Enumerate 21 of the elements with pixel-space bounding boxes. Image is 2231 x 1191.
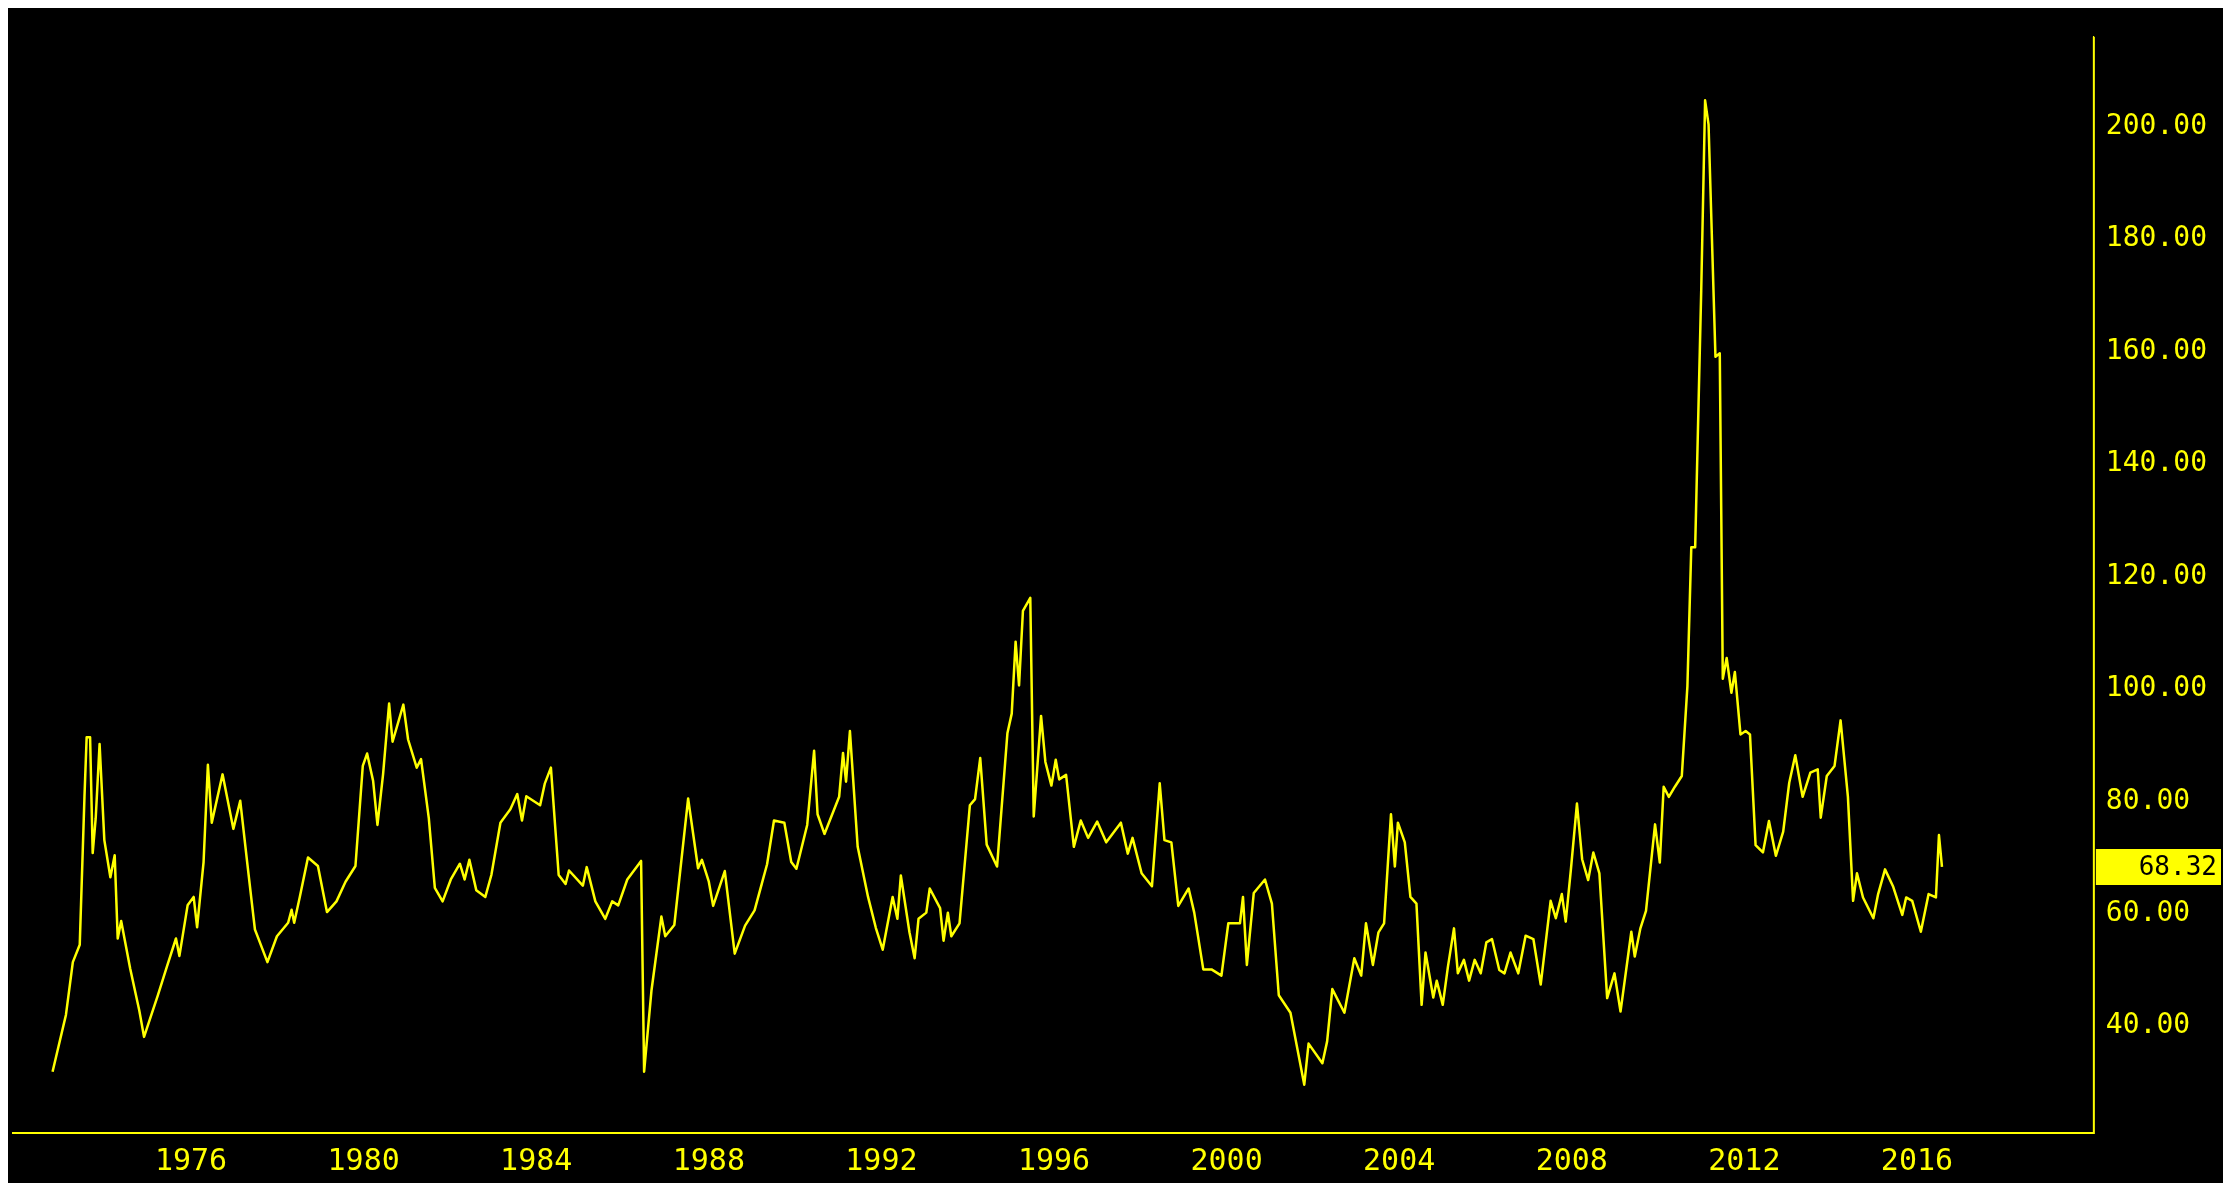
y-tick-label: 180.00 [2105,220,2208,254]
x-tick-label: 1984 [500,1141,573,1177]
x-tick-label: 1992 [845,1141,918,1177]
x-tick-label: 1980 [327,1141,400,1177]
x-tick-label: 2004 [1363,1141,1436,1177]
y-tick-label: 40.00 [2105,1007,2191,1041]
x-tick-label: 1976 [154,1141,228,1177]
x-tick-label: 2012 [1708,1141,1781,1177]
y-tick-label: 200.00 [2105,108,2208,142]
x-tick-label: 2016 [1880,1141,1954,1177]
y-tick-label: 100.00 [2105,670,2208,704]
y-tick-label: 160.00 [2105,332,2208,366]
y-tick-label: 60.00 [2105,895,2191,929]
x-tick-label: 2000 [1190,1141,1263,1177]
y-tick-label: 80.00 [2105,782,2191,816]
text: 68.32 [2138,850,2217,881]
y-tick-label: 140.00 [2105,445,2208,479]
x-tick-label: 1996 [1017,1141,1091,1177]
x-tick-label: 1988 [672,1141,745,1177]
y-tick-label: 120.00 [2105,557,2208,591]
x-tick-label: 2008 [1535,1141,1608,1177]
